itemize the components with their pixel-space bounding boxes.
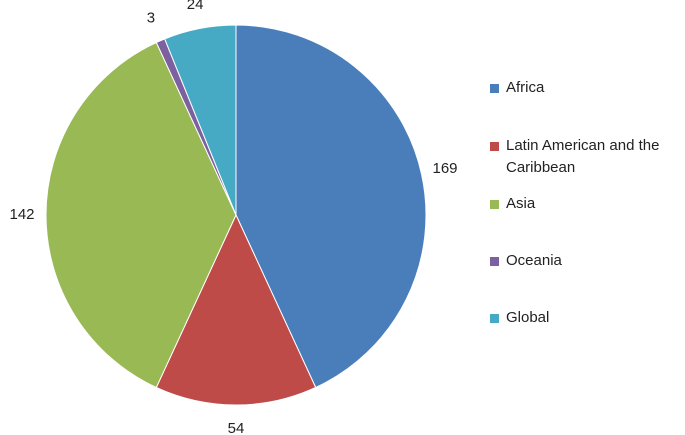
legend-item: Global bbox=[490, 307, 685, 329]
legend-item: Africa bbox=[490, 77, 685, 99]
legend-label: Asia bbox=[506, 195, 536, 212]
data-label: 3 bbox=[147, 10, 155, 27]
pie-slice bbox=[45, 41, 237, 389]
data-label: 24 bbox=[187, 0, 204, 13]
legend-swatch bbox=[490, 142, 499, 151]
data-label: 142 bbox=[9, 206, 34, 223]
data-label: 169 bbox=[432, 160, 457, 177]
legend-item: Latin American and the Caribbean bbox=[490, 135, 685, 179]
pie-slice bbox=[155, 213, 317, 406]
legend-label: Africa bbox=[506, 79, 545, 96]
legend-label: Oceania bbox=[506, 252, 562, 269]
legend-swatch bbox=[490, 84, 499, 93]
data-label: 54 bbox=[228, 420, 245, 435]
legend-swatch bbox=[490, 257, 499, 266]
legend-swatch bbox=[490, 200, 499, 209]
legend-item: Asia bbox=[490, 193, 685, 215]
legend-item: Oceania bbox=[490, 250, 685, 272]
pie-slice bbox=[235, 24, 427, 389]
pie-slice bbox=[164, 24, 237, 216]
legend-label: Global bbox=[506, 309, 550, 326]
legend-label: Latin American and the Caribbean bbox=[506, 137, 660, 176]
legend-swatch bbox=[490, 314, 499, 323]
